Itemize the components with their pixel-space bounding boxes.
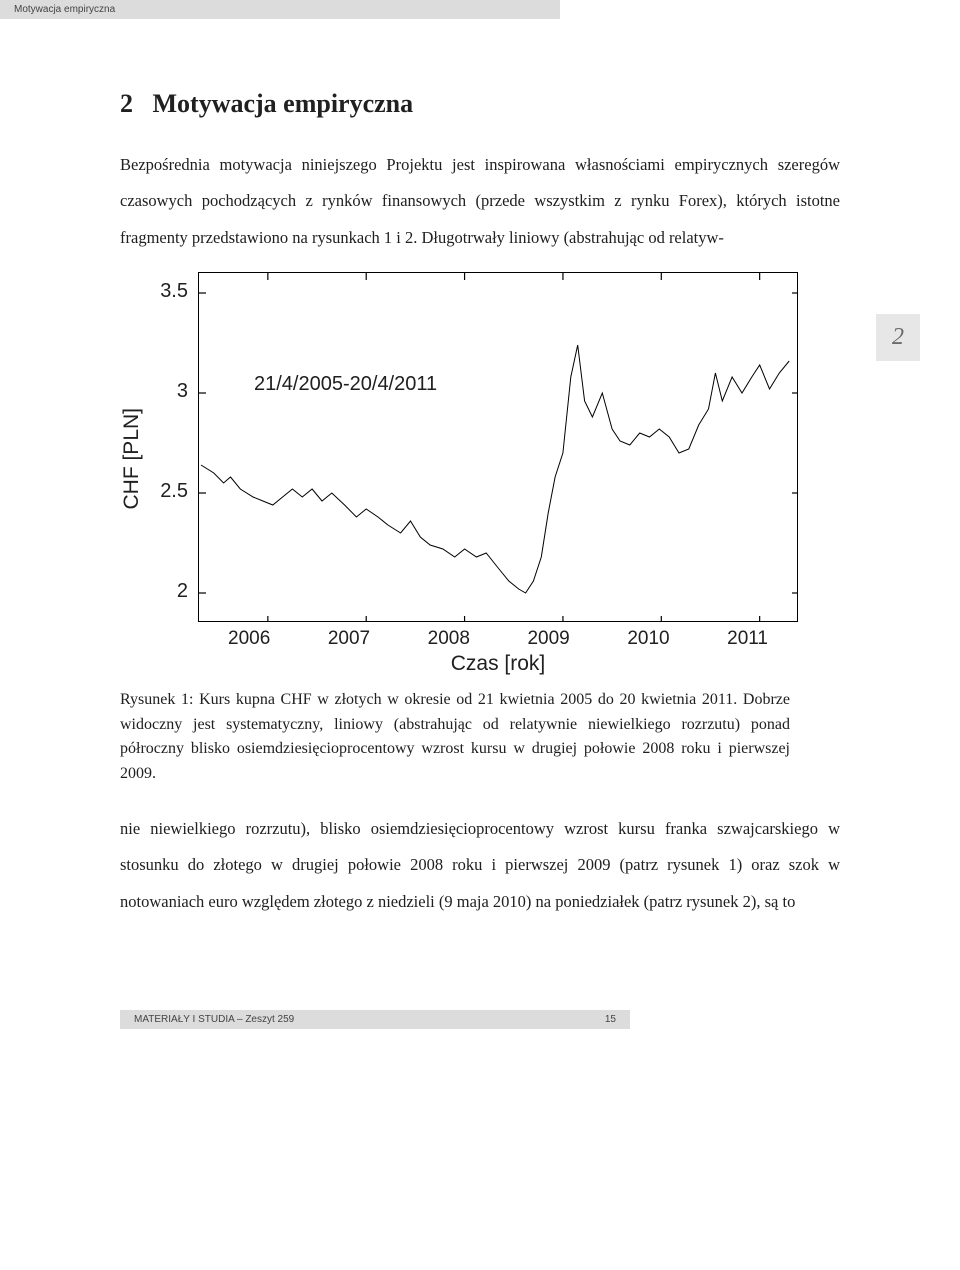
chart-xtick: 2011	[727, 628, 768, 650]
chart-ytick: 2	[177, 580, 188, 603]
chart-xticks: 2006 2007 2008 2009 2010 2011	[198, 622, 798, 650]
chart-xtick: 2010	[627, 628, 669, 650]
chart-ylabel: CHF [PLN]	[120, 408, 144, 510]
header-section-label: Motywacja empiryczna	[14, 4, 115, 15]
chart-ytick: 2.5	[160, 480, 188, 503]
chart-xtick: 2008	[428, 628, 470, 650]
paragraph-1: Bezpośrednia motywacja niniejszego Proje…	[120, 147, 840, 256]
footer-text: MATERIAŁY I STUDIA – Zeszyt 259	[134, 1014, 294, 1025]
chart-ytick: 3	[177, 380, 188, 403]
figure-1-caption: Rysunek 1: Kurs kupna CHF w złotych w ok…	[120, 688, 840, 787]
page-number: 15	[605, 1014, 616, 1025]
chart-xtick: 2006	[228, 628, 270, 650]
chart-line-series	[199, 273, 798, 622]
page-header: Motywacja empiryczna	[0, 0, 560, 19]
paragraph-2: nie niewielkiego rozrzutu), blisko osiem…	[120, 811, 840, 920]
chart-yticks: 3.5 3 2.5 2	[150, 272, 198, 622]
section-number: 2	[120, 89, 133, 118]
chart-xtick: 2009	[527, 628, 569, 650]
page-body: 2 Motywacja empiryczna Bezpośrednia moty…	[0, 19, 960, 1059]
section-heading: 2 Motywacja empiryczna	[120, 89, 840, 119]
chart-ytick: 3.5	[160, 280, 188, 303]
page-footer: MATERIAŁY I STUDIA – Zeszyt 259 15	[120, 1010, 630, 1029]
chart-xlabel: Czas [rok]	[198, 652, 798, 676]
figure-1: CHF [PLN] 3.5 3 2.5 2 21/4/2005-20/4/2011 2…	[120, 272, 840, 676]
chart-xtick: 2007	[328, 628, 370, 650]
chart-plot-area: 21/4/2005-20/4/2011	[198, 272, 798, 622]
chapter-margin-number: 2	[876, 314, 920, 361]
section-title-text: Motywacja empiryczna	[153, 89, 414, 118]
